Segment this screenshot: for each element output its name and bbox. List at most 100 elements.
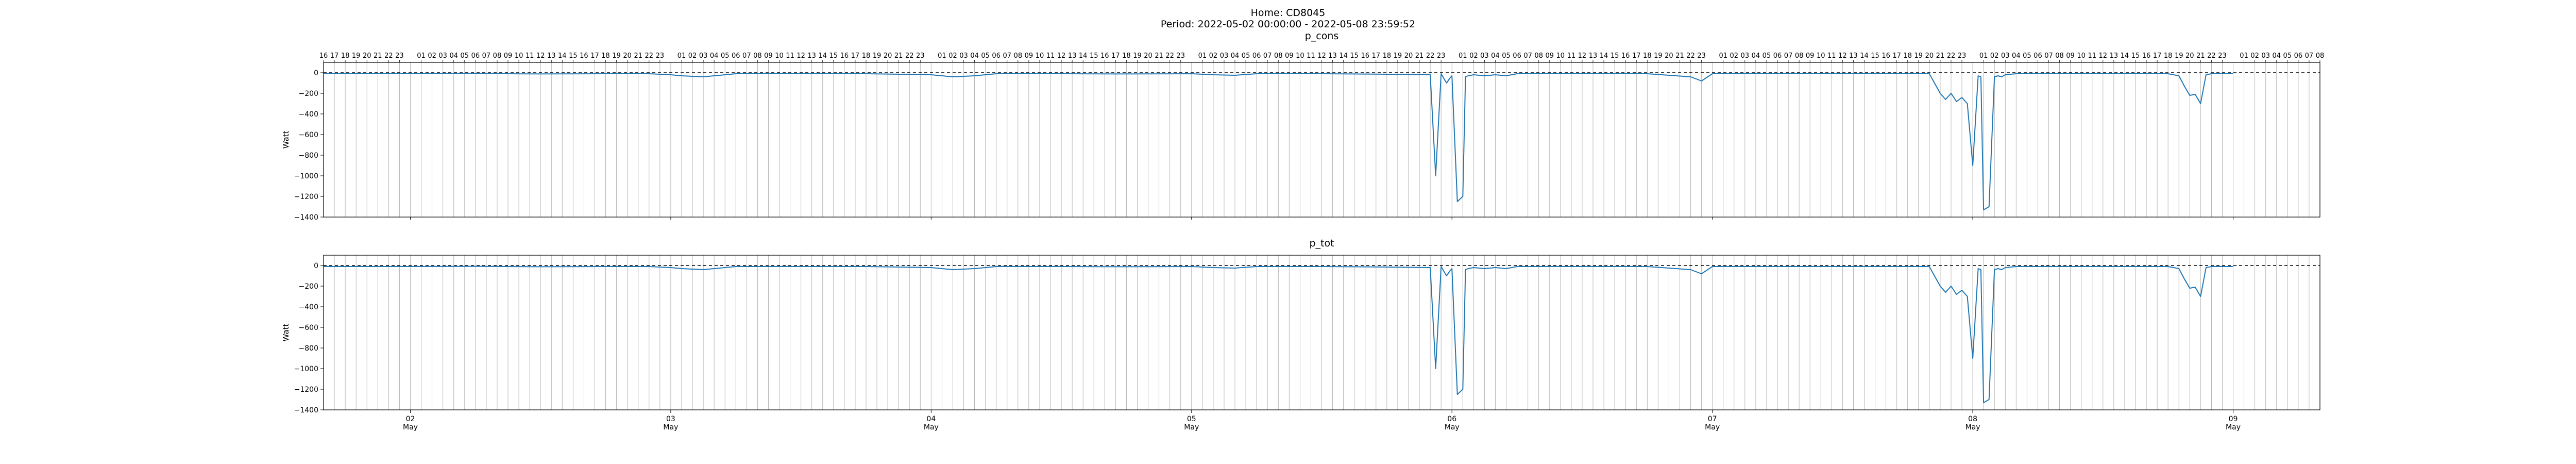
- x-tick-label-hour: 12: [2099, 52, 2108, 60]
- x-tick-label-hour: 22: [1165, 52, 1174, 60]
- x-tick-label-hour: 20: [363, 52, 371, 60]
- x-tick-label-hour: 01: [2240, 52, 2248, 60]
- y-tick-label: −200: [299, 283, 318, 291]
- y-tick-label: −1400: [294, 406, 318, 415]
- y-axis-label: Watt: [281, 130, 291, 148]
- x-tick-label-hour: 14: [1600, 52, 1608, 60]
- x-tick-label-hour: 09: [1285, 52, 1294, 60]
- x-tick-label-hour: 07: [2044, 52, 2053, 60]
- x-tick-label-hour: 18: [862, 52, 871, 60]
- plot-frame: [323, 62, 2320, 218]
- x-tick-label-hour: 21: [1155, 52, 1163, 60]
- x-tick-label-hour: 17: [590, 52, 599, 60]
- x-tick-label-hour: 10: [2077, 52, 2086, 60]
- x-tick-label-hour: 02: [1469, 52, 1478, 60]
- x-tick-label-hour: 17: [1632, 52, 1641, 60]
- x-tick-label-hour: 14: [558, 52, 567, 60]
- panel-title: p_cons: [1305, 30, 1339, 42]
- x-tick-label-hour: 21: [1675, 52, 1684, 60]
- x-tick-label-hour: 12: [1057, 52, 1066, 60]
- x-tick-label-hour: 17: [1111, 52, 1120, 60]
- x-tick-label-hour: 10: [775, 52, 784, 60]
- x-tick-label-hour: 17: [1892, 52, 1901, 60]
- x-tick-label-hour: 15: [1350, 52, 1359, 60]
- x-tick-label-hour: 10: [1817, 52, 1825, 60]
- y-tick-label: −800: [299, 344, 318, 353]
- y-tick-label: −1000: [294, 365, 318, 373]
- figure-title-period: Period: 2022-05-02 00:00:00 - 2022-05-08…: [1160, 19, 1416, 30]
- x-tick-label-hour: 16: [319, 52, 328, 60]
- x-tick-label-hour: 21: [1415, 52, 1424, 60]
- x-tick-label-hour: 13: [807, 52, 816, 60]
- x-tick-label-day: 03: [666, 415, 675, 423]
- y-tick-label: 0: [314, 262, 318, 270]
- x-tick-label-month: May: [663, 423, 678, 432]
- y-tick-label: −400: [299, 303, 318, 311]
- y-axis-label: Watt: [281, 323, 291, 341]
- x-tick-label-hour: 23: [2218, 52, 2227, 60]
- x-tick-label-hour: 08: [2316, 52, 2325, 60]
- x-tick-label-hour: 19: [1914, 52, 1923, 60]
- x-tick-label-hour: 09: [1025, 52, 1033, 60]
- x-tick-label-hour: 23: [1176, 52, 1185, 60]
- x-tick-label-hour: 12: [1578, 52, 1587, 60]
- y-tick-label: −1400: [294, 213, 318, 222]
- x-tick-label-hour: 21: [2196, 52, 2205, 60]
- x-tick-label-hour: 07: [482, 52, 491, 60]
- panel-p_tot: p_tot02May03May04May05May06May07May08May…: [281, 238, 2320, 432]
- x-tick-label-hour: 22: [2207, 52, 2216, 60]
- x-tick-label-hour: 15: [569, 52, 578, 60]
- x-tick-label-hour: 04: [449, 52, 458, 60]
- x-tick-label-hour: 02: [1730, 52, 1738, 60]
- x-tick-label-hour: 08: [1795, 52, 1804, 60]
- x-tick-label-hour: 01: [938, 52, 946, 60]
- x-tick-label-hour: 11: [1046, 52, 1055, 60]
- x-tick-label-hour: 06: [1252, 52, 1261, 60]
- x-tick-label-hour: 06: [471, 52, 480, 60]
- x-tick-label-hour: 02: [428, 52, 436, 60]
- x-tick-label-hour: 14: [818, 52, 827, 60]
- y-tick-label: −600: [299, 324, 318, 332]
- x-tick-label-hour: 08: [1274, 52, 1283, 60]
- x-tick-label-hour: 08: [753, 52, 762, 60]
- x-tick-label-hour: 05: [2283, 52, 2292, 60]
- x-tick-label-hour: 23: [395, 52, 404, 60]
- x-tick-label-hour: 02: [1990, 52, 1999, 60]
- x-tick-label-hour: 13: [1589, 52, 1598, 60]
- y-tick-label: −1200: [294, 193, 318, 201]
- x-tick-label-hour: 13: [1068, 52, 1077, 60]
- x-tick-label-hour: 11: [2088, 52, 2096, 60]
- x-tick-label-hour: 04: [710, 52, 719, 60]
- x-tick-label-hour: 07: [2305, 52, 2314, 60]
- x-tick-label-hour: 18: [1903, 52, 1912, 60]
- x-tick-label-hour: 17: [1372, 52, 1381, 60]
- figure-title-home: Home: CD8045: [1250, 7, 1326, 19]
- x-tick-label-hour: 12: [1317, 52, 1326, 60]
- x-tick-label-day: 02: [406, 415, 415, 423]
- x-tick-label-hour: 13: [1849, 52, 1858, 60]
- x-tick-label-hour: 03: [2261, 52, 2270, 60]
- x-tick-label-hour: 13: [547, 52, 556, 60]
- x-tick-label-hour: 06: [2033, 52, 2042, 60]
- x-tick-label-month: May: [2226, 423, 2241, 432]
- x-tick-label-hour: 09: [1806, 52, 1815, 60]
- x-tick-label-day: 07: [1708, 415, 1717, 423]
- x-tick-label-hour: 20: [1144, 52, 1153, 60]
- x-tick-label-hour: 07: [1523, 52, 1532, 60]
- y-tick-label: −400: [299, 110, 318, 119]
- x-tick-label-hour: 07: [1784, 52, 1793, 60]
- y-tick-label: −800: [299, 152, 318, 160]
- x-tick-label-hour: 06: [1773, 52, 1782, 60]
- x-tick-label-hour: 02: [948, 52, 957, 60]
- x-tick-label-hour: 20: [1665, 52, 1673, 60]
- x-tick-label-hour: 19: [873, 52, 882, 60]
- x-tick-label-hour: 16: [1621, 52, 1630, 60]
- series-line: [324, 266, 2233, 403]
- x-tick-label-hour: 10: [1036, 52, 1044, 60]
- x-tick-label-hour: 16: [1361, 52, 1369, 60]
- x-tick-label-hour: 06: [992, 52, 1001, 60]
- x-tick-label-hour: 22: [1426, 52, 1435, 60]
- x-tick-label-hour: 15: [1871, 52, 1879, 60]
